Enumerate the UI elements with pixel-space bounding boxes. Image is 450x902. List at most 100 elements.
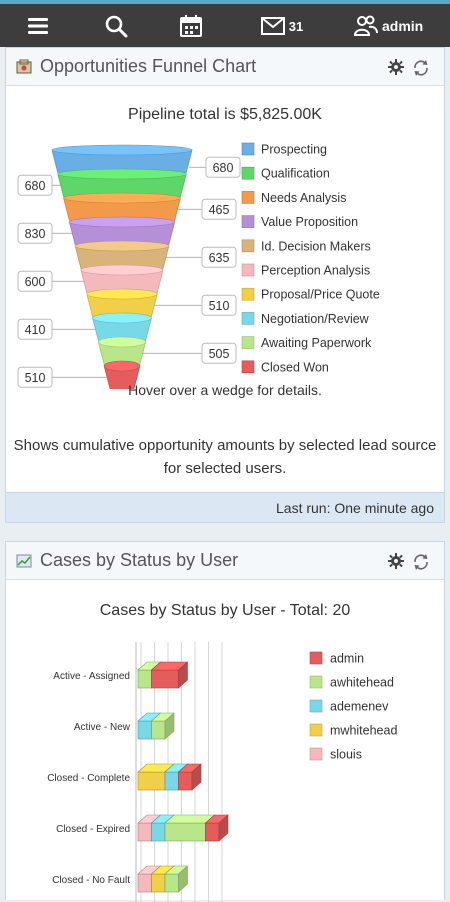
top-navigation-bar: 31 admin bbox=[0, 0, 450, 47]
legend-swatch bbox=[241, 239, 255, 253]
legend-item: Qualification bbox=[241, 166, 330, 181]
legend-item: ademenev bbox=[309, 700, 389, 714]
bar-segment[interactable] bbox=[150, 712, 175, 740]
opportunities-funnel-dashlet: Opportunities Funnel Chart Pipeline tota… bbox=[5, 47, 445, 523]
category-label: Active - Assigned bbox=[53, 671, 130, 682]
legend-label: Prospecting bbox=[261, 143, 327, 157]
email-count: 31 bbox=[288, 18, 304, 34]
funnel-value-label: 600 bbox=[17, 270, 84, 292]
funnel-value-text: 465 bbox=[209, 203, 230, 217]
bar-segment[interactable] bbox=[177, 763, 202, 791]
legend-label: Perception Analysis bbox=[261, 264, 370, 278]
dashlet-description: Shows cumulative opportunity amounts by … bbox=[13, 437, 437, 477]
category-label: Closed - No Fault bbox=[52, 875, 130, 886]
funnel-segment[interactable] bbox=[103, 360, 141, 389]
user-menu-button[interactable]: admin bbox=[354, 13, 444, 39]
funnel-segment[interactable] bbox=[97, 336, 147, 365]
funnel-value-label: 680 bbox=[17, 174, 61, 196]
funnel-value-text: 510 bbox=[25, 371, 46, 385]
legend-item: Closed Won bbox=[241, 360, 329, 374]
legend-item: Negotiation/Review bbox=[241, 312, 370, 326]
hover-hint: Hover over a wedge for details. bbox=[128, 382, 322, 398]
legend-label: Needs Analysis bbox=[261, 191, 346, 205]
dashlet-title: Opportunities Funnel Chart bbox=[40, 56, 257, 76]
funnel-segment[interactable] bbox=[80, 264, 164, 293]
cases-bar-chart: Active - Assigned Active - New Closed - Co… bbox=[47, 642, 397, 902]
legend-label: Closed Won bbox=[261, 360, 329, 374]
legend-item: Perception Analysis bbox=[241, 263, 370, 278]
calendar-button[interactable] bbox=[178, 13, 204, 39]
legend-item: mwhitehead bbox=[309, 723, 397, 738]
legend-item: awhitehead bbox=[309, 675, 394, 690]
legend-label: ademenev bbox=[330, 700, 389, 714]
funnel-segment[interactable] bbox=[68, 216, 176, 245]
legend-swatch bbox=[241, 287, 255, 301]
funnel-chart: 680 680 465 830 635 600 510 410 505 510 Prospectin… bbox=[17, 142, 380, 389]
last-run-text: Last run: One minute ago bbox=[276, 499, 434, 516]
legend-item: Id. Decision Makers bbox=[241, 239, 371, 253]
funnel-segment[interactable] bbox=[57, 168, 187, 197]
funnel-segment[interactable] bbox=[63, 192, 181, 221]
funnel-chart-title: Pipeline total is $5,825.00K bbox=[128, 106, 322, 123]
chart-icon bbox=[16, 554, 32, 567]
search-icon bbox=[105, 15, 128, 38]
legend-label: Awaiting Paperwork bbox=[261, 336, 372, 350]
legend-swatch bbox=[309, 651, 323, 665]
funnel-value-text: 600 bbox=[25, 275, 46, 289]
funnel-value-label: 635 bbox=[165, 246, 237, 268]
bar-segment[interactable] bbox=[164, 865, 189, 893]
menu-button[interactable] bbox=[26, 14, 50, 38]
email-button[interactable]: 31 bbox=[256, 13, 308, 39]
legend-label: awhitehead bbox=[330, 676, 394, 690]
bar-segment[interactable] bbox=[150, 661, 189, 689]
legend-label: Proposal/Price Quote bbox=[261, 288, 380, 302]
category-label: Closed - Complete bbox=[47, 773, 130, 784]
refresh-icon[interactable] bbox=[412, 59, 430, 77]
funnel-value-label: 830 bbox=[17, 222, 73, 244]
legend-item: Proposal/Price Quote bbox=[241, 287, 380, 302]
funnel-value-label: 410 bbox=[17, 318, 96, 340]
legend-swatch bbox=[241, 166, 255, 180]
legend-swatch bbox=[309, 675, 323, 689]
users-icon bbox=[354, 15, 378, 36]
legend-label: Id. Decision Makers bbox=[261, 239, 371, 253]
legend-swatch bbox=[309, 723, 323, 737]
legend-swatch bbox=[241, 336, 255, 349]
legend-item: Needs Analysis bbox=[241, 191, 346, 205]
legend-item: Prospecting bbox=[241, 142, 327, 157]
funnel-value-label: 505 bbox=[142, 342, 237, 364]
envelope-icon bbox=[260, 17, 285, 35]
funnel-value-text: 680 bbox=[25, 179, 46, 193]
funnel-segment[interactable] bbox=[92, 312, 152, 341]
funnel-segment[interactable] bbox=[74, 240, 170, 269]
funnel-segment[interactable] bbox=[51, 144, 193, 173]
category-label: Closed - Expired bbox=[56, 824, 130, 835]
legend-label: Value Proposition bbox=[261, 215, 358, 229]
funnel-value-label: 510 bbox=[17, 366, 108, 388]
cases-chart-title: Cases by Status by User - Total: 20 bbox=[99, 602, 351, 619]
funnel-value-text: 410 bbox=[25, 323, 46, 337]
legend-item: Value Proposition bbox=[241, 215, 358, 229]
legend-swatch bbox=[241, 263, 255, 277]
calendar-icon bbox=[180, 15, 202, 37]
bar-segment[interactable] bbox=[204, 814, 229, 842]
opportunities-icon bbox=[16, 59, 32, 73]
legend-swatch bbox=[241, 360, 255, 374]
cases-by-status-dashlet: Cases by Status by User Cases by Status … bbox=[5, 541, 445, 902]
legend-swatch bbox=[241, 142, 255, 156]
gear-icon[interactable] bbox=[388, 553, 404, 569]
legend-swatch bbox=[309, 747, 323, 761]
category-label: Active - New bbox=[74, 722, 131, 733]
search-button[interactable] bbox=[103, 13, 129, 39]
last-run-footer: Last run: One minute ago bbox=[6, 492, 444, 522]
dashlet-header: Opportunities Funnel Chart bbox=[6, 48, 444, 86]
funnel-value-label: 680 bbox=[189, 156, 241, 178]
funnel-value-text: 505 bbox=[209, 347, 230, 361]
funnel-value-text: 830 bbox=[25, 227, 46, 241]
gear-icon[interactable] bbox=[388, 59, 404, 75]
refresh-icon[interactable] bbox=[412, 553, 430, 571]
legend-swatch bbox=[241, 312, 255, 325]
legend-item: admin bbox=[309, 651, 364, 666]
funnel-segment[interactable] bbox=[86, 288, 158, 317]
legend-label: Negotiation/Review bbox=[261, 312, 370, 326]
